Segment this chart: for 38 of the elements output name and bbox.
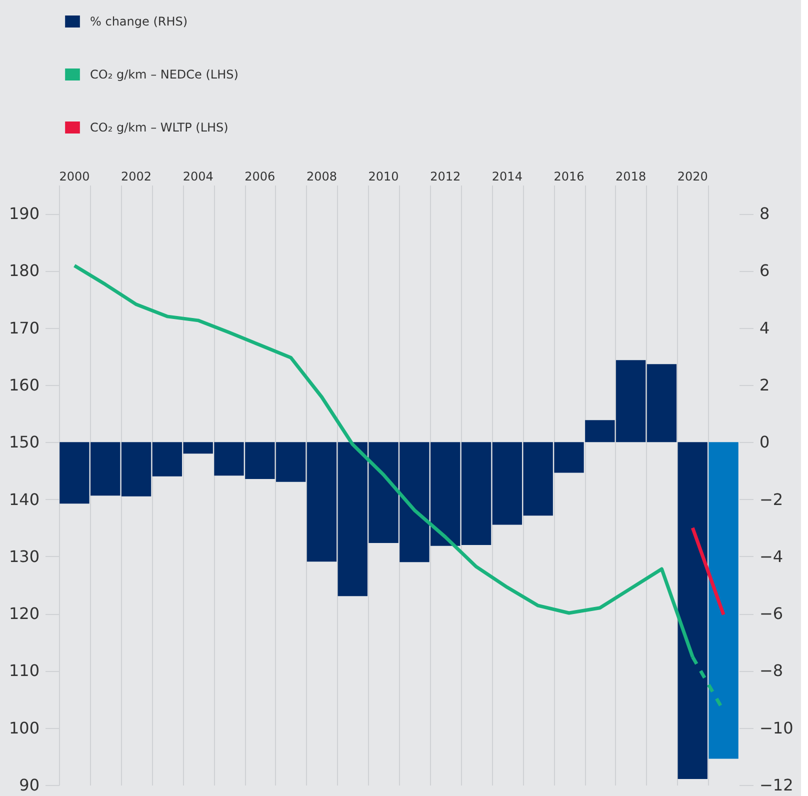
y-tick-label: 90: [19, 776, 40, 794]
y2-tick-label: 4: [760, 318, 770, 338]
x-tick-label: 2012: [430, 170, 461, 184]
y2-tick-label: −8: [760, 661, 784, 680]
bar: [678, 442, 708, 779]
x-tick-label: 2006: [244, 170, 276, 184]
y-tick-label: 100: [8, 718, 40, 738]
y-tick-label: 190: [8, 204, 40, 224]
x-tick-label: 2020: [677, 170, 708, 184]
x-tick-label: 2008: [306, 170, 337, 184]
x-tick-label: 2010: [368, 170, 399, 184]
y-tick-label: 110: [8, 661, 40, 680]
y2-tick-label: 2: [760, 376, 770, 394]
x-tick-label: 2002: [121, 170, 152, 184]
y-tick-label: 170: [8, 318, 40, 338]
y2-tick-label: −6: [760, 604, 784, 624]
y-tick-label: 150: [8, 432, 40, 452]
y2-tick-label: 8: [760, 204, 770, 224]
y2-tick-label: −12: [760, 776, 794, 794]
y-tick-label: 160: [8, 376, 40, 394]
y-tick-label: 130: [8, 546, 40, 566]
legend-label: CO₂ g/km – NEDCe (LHS): [90, 68, 238, 82]
legend-label: CO₂ g/km – WLTP (LHS): [90, 120, 228, 134]
legend-label: % change (RHS): [90, 14, 188, 28]
y2-tick-label: −10: [760, 718, 794, 738]
y-tick-label: 180: [8, 261, 40, 280]
y2-tick-label: −4: [760, 546, 784, 566]
y-tick-label: 120: [8, 604, 40, 624]
x-tick-label: 2004: [182, 170, 214, 184]
y-tick-label: 140: [8, 490, 40, 509]
x-tick-label: 2016: [554, 170, 584, 184]
x-tick-label: 2014: [492, 170, 522, 184]
x-tick-label: 2018: [616, 170, 646, 184]
y2-tick-label: 0: [760, 432, 770, 452]
bar: [708, 442, 738, 759]
y2-tick-label: 6: [760, 261, 770, 280]
x-tick-label: 2000: [59, 170, 90, 184]
y2-tick-label: −2: [760, 490, 784, 509]
